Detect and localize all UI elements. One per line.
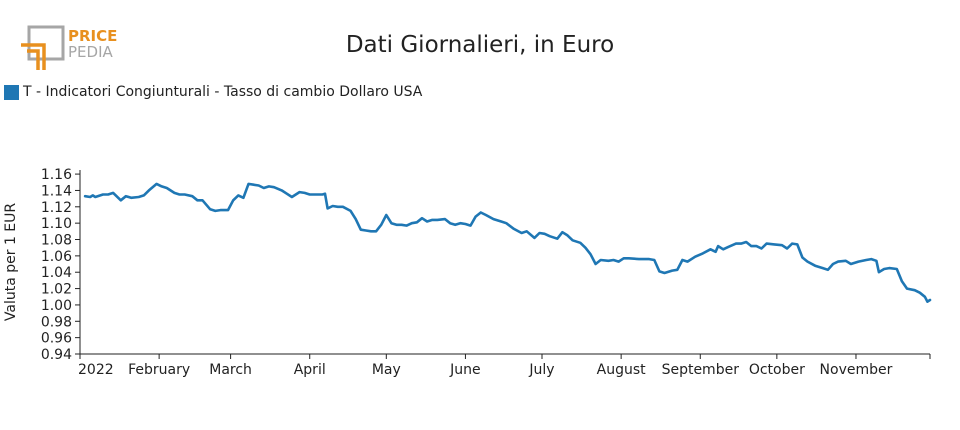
y-tick-label: 0.94 [41,347,72,363]
x-tick-label: June [449,362,481,378]
y-tick-label: 1.12 [41,200,72,216]
logo-mark-gray-frame [27,25,65,61]
pricepedia-logo: PRICE PEDIA [21,25,117,70]
x-tick-label: March [209,362,252,378]
logo-text-top: PRICE [68,27,117,45]
legend-label: T - Indicatori Congiunturali - Tasso di … [23,84,423,100]
y-tick-label: 1.08 [41,233,72,249]
series-line [83,182,932,303]
y-tick-label: 1.02 [41,282,72,298]
x-tick-label: September [662,362,740,378]
y-tick-label: 0.96 [41,331,72,347]
x-tick-label: October [749,362,805,378]
y-tick-label: 1.14 [41,183,72,199]
logo-text-bottom: PEDIA [68,43,113,61]
y-tick-label: 1.10 [41,216,72,232]
legend[interactable]: T - Indicatori Congiunturali - Tasso di … [4,84,422,100]
x-tick-label: July [528,362,554,378]
x-tick-label: May [372,362,401,378]
y-axis: 0.940.960.981.001.021.041.061.081.101.12… [41,167,81,363]
x-tick-label: November [820,362,893,378]
x-tick-label: April [294,362,326,378]
x-tick-label: August [597,362,647,378]
legend-swatch [4,84,19,100]
logo-mark-icon [21,25,65,70]
y-axis-title: Valuta per 1 EUR [3,203,19,322]
y-tick-label: 1.00 [41,298,72,314]
chart-title: Dati Giornalieri, in Euro [345,32,615,58]
y-tick-label: 0.98 [41,314,72,330]
series-layer [83,182,932,303]
x-tick-label: February [128,362,190,378]
y-tick-label: 1.16 [41,167,72,183]
x-axis: 2022 February March April May June July August S… [78,353,931,378]
x-tick-label: 2022 [78,362,114,378]
logo-mark-orange-bracket [21,43,46,70]
y-tick-label: 1.04 [41,265,72,281]
y-tick-label: 1.06 [41,249,72,265]
